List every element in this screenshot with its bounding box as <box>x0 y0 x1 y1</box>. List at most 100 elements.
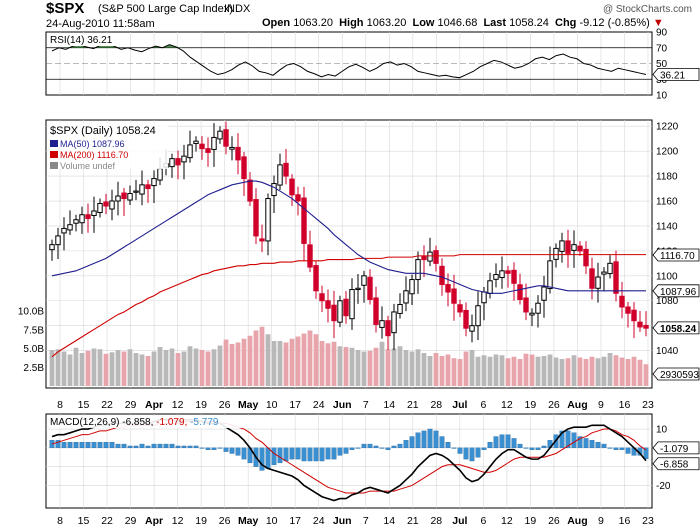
macd-x-label-20: 19 <box>525 515 537 527</box>
candle-body-78 <box>517 284 523 300</box>
macd-hist-bar-32 <box>241 447 247 460</box>
macd-label: MACD(12,26,9) -6.858, -1.079, -5.779 <box>50 417 219 428</box>
volume-bar-25 <box>199 350 205 386</box>
candle-body-75 <box>499 270 505 279</box>
candle-body-89 <box>583 248 589 267</box>
price-tick-1220: 1220 <box>656 122 679 133</box>
macd-label-part-2: -1.079, <box>156 417 190 428</box>
macd-hist-bar-71 <box>475 447 481 458</box>
macd-hist-bar-58 <box>397 443 403 449</box>
volume-bar-22 <box>181 351 187 386</box>
macd-x-label-23: 9 <box>598 515 604 527</box>
price-x-label-15: 21 <box>407 399 419 411</box>
macd-x-label-24: 16 <box>619 515 631 527</box>
macd-hist-bar-30 <box>229 447 235 454</box>
volume-bar-13 <box>127 349 133 386</box>
macd-tag-0: -1.079 <box>652 441 700 455</box>
candle-body-55 <box>379 320 385 328</box>
candle-body-62 <box>421 256 427 261</box>
volume-bar-66 <box>445 354 451 386</box>
volume-bar-79 <box>523 353 529 386</box>
candle-body-31 <box>235 146 241 161</box>
macd-x-label-16: 28 <box>430 515 442 527</box>
price-x-label-16: 28 <box>430 399 442 411</box>
volume-bar-88 <box>577 357 583 386</box>
candle-body-44 <box>313 265 319 292</box>
candle-body-8 <box>97 203 103 213</box>
volume-bar-53 <box>367 350 373 386</box>
candle-body-18 <box>157 168 163 181</box>
macd-x-label-9: 10 <box>266 515 278 527</box>
candle-body-20 <box>169 158 175 168</box>
candle-body-73 <box>487 280 493 295</box>
volume-bar-38 <box>277 341 283 386</box>
macd-x-label-25: 23 <box>642 515 654 527</box>
volume-bar-32 <box>241 338 247 386</box>
volume-bar-60 <box>409 351 415 386</box>
candle-body-46 <box>325 300 331 309</box>
macd-hist-bar-18 <box>157 443 163 449</box>
price-tick-1040: 1040 <box>656 346 679 357</box>
macd-x-label-1: 15 <box>78 515 90 527</box>
macd-hist-bar-3 <box>67 442 73 449</box>
macd-tick-10: 10 <box>656 425 668 436</box>
candle-body-79 <box>523 297 529 313</box>
volume-bar-5 <box>79 353 85 386</box>
macd-hist-bar-21 <box>175 445 181 449</box>
candle-body-84 <box>553 247 559 260</box>
volume-bar-39 <box>283 342 289 386</box>
candle-body-57 <box>391 311 397 334</box>
candle-body-54 <box>373 297 379 325</box>
macd-hist-bar-76 <box>505 434 511 449</box>
candle-body-94 <box>613 261 619 294</box>
candle-body-5 <box>79 214 85 224</box>
macd-hist-bar-86 <box>565 430 571 449</box>
volume-tick-0: 2.5B <box>23 363 44 374</box>
price-x-label-9: 10 <box>266 399 278 411</box>
candle-body-70 <box>469 325 475 332</box>
macd-hist-bar-9 <box>103 442 109 449</box>
macd-hist-bar-91 <box>595 442 601 449</box>
macd-hist-bar-41 <box>295 447 301 460</box>
candle-body-23 <box>187 144 193 159</box>
price-x-label-13: 7 <box>363 399 369 411</box>
rsi-tick-50: 50 <box>656 59 668 70</box>
candle-body-92 <box>601 271 607 275</box>
volume-bar-24 <box>193 348 199 386</box>
candle-body-30 <box>229 146 235 150</box>
volume-tick-2: 7.5B <box>23 325 44 336</box>
rsi-label-bg <box>48 34 128 46</box>
volume-bar-43 <box>307 330 313 386</box>
index-name: (S&P 500 Large Cap Index) <box>98 3 233 15</box>
volume-bar-9 <box>103 353 109 386</box>
volume-value-tag-text: 2930593 <box>660 370 699 381</box>
volume-bar-37 <box>271 341 277 386</box>
volume-bar-14 <box>133 353 139 386</box>
volume-bar-52 <box>361 351 367 386</box>
volume-bar-61 <box>415 349 421 386</box>
ticker-symbol: $SPX <box>46 0 85 17</box>
price-tag-2-text: 1058.24 <box>660 324 697 335</box>
candle-body-77 <box>511 269 517 284</box>
macd-hist-bar-56 <box>385 447 391 450</box>
volume-bar-94 <box>613 355 619 386</box>
macd-x-label-0: 8 <box>57 515 63 527</box>
volume-bar-8 <box>97 349 103 386</box>
macd-hist-bar-0 <box>49 440 55 449</box>
stockcharts-watermark: @ StockCharts.com <box>602 4 692 15</box>
macd-hist-bar-19 <box>163 443 169 449</box>
rsi-line <box>51 43 647 79</box>
volume-bar-45 <box>319 341 325 386</box>
rsi-overbought-fill <box>52 43 646 48</box>
macd-label-part-1: -6.858, <box>122 417 156 428</box>
price-x-label-0: 8 <box>57 399 63 411</box>
candle-body-98 <box>637 321 643 328</box>
volume-bar-78 <box>517 359 523 386</box>
chg-label: Chg <box>555 17 577 29</box>
macd-hist-bar-53 <box>367 443 373 449</box>
volume-bar-59 <box>403 350 409 386</box>
macd-hist-bar-89 <box>583 438 589 449</box>
high-value: 1063.20 <box>366 17 407 29</box>
macd-x-label-2: 22 <box>101 515 113 527</box>
macd-x-label-7: 26 <box>219 515 231 527</box>
